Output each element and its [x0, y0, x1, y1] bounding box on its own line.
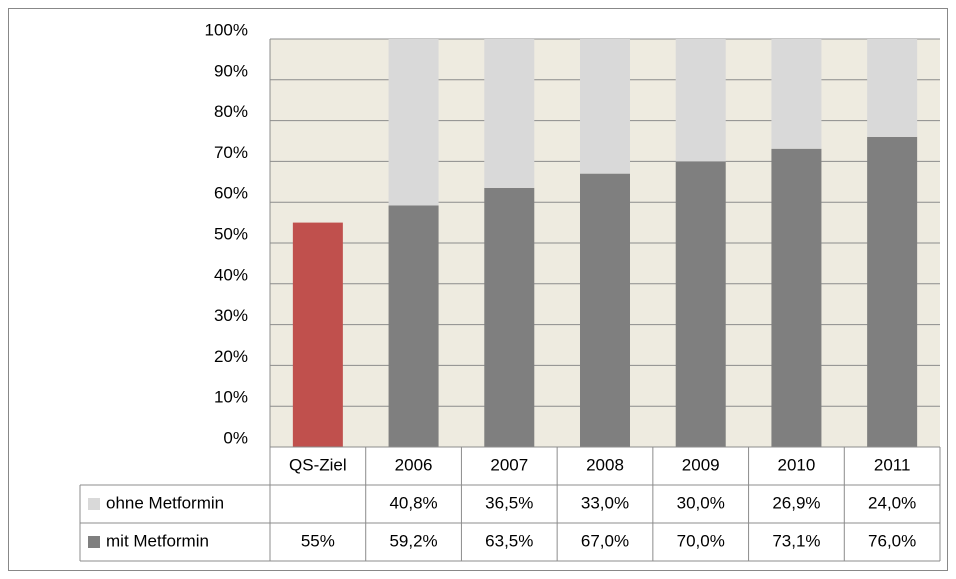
data-label: 26,9% [772, 493, 820, 512]
bar-segment [388, 39, 439, 206]
bar-segment [484, 187, 535, 448]
x-tick-label: QS-Ziel [289, 455, 347, 474]
bar-segment [388, 205, 439, 447]
data-label: 55% [301, 531, 335, 550]
x-tick-label: 2010 [778, 455, 816, 474]
data-label: 24,0% [868, 493, 916, 512]
bar-segment [675, 161, 726, 447]
y-tick-label: 0% [223, 428, 248, 447]
data-label: 63,5% [485, 531, 533, 550]
y-tick-label: 10% [214, 388, 248, 407]
y-tick-label: 70% [214, 143, 248, 162]
data-label: 70,0% [677, 531, 725, 550]
data-label: 67,0% [581, 531, 629, 550]
legend-swatch [88, 536, 100, 548]
data-label: 73,1% [772, 531, 820, 550]
bar-segment [484, 39, 535, 188]
y-tick-label: 80% [214, 102, 248, 121]
y-tick-label: 100% [205, 20, 248, 39]
y-tick-label: 40% [214, 265, 248, 284]
bar-segment [292, 222, 343, 447]
legend-label: mit Metformin [106, 531, 209, 550]
data-label: 36,5% [485, 493, 533, 512]
bar-segment [580, 173, 630, 447]
data-label: 30,0% [677, 493, 725, 512]
bar-segment [580, 39, 630, 174]
legend-swatch [88, 498, 100, 510]
x-tick-label: 2006 [395, 455, 433, 474]
legend-label: ohne Metformin [106, 493, 224, 512]
bar-segment [771, 39, 822, 149]
bar-segment [675, 39, 726, 162]
y-tick-label: 90% [214, 61, 248, 80]
data-label: 76,0% [868, 531, 916, 550]
bar-segment [867, 136, 918, 448]
data-label: 33,0% [581, 493, 629, 512]
data-label: 40,8% [389, 493, 437, 512]
y-tick-label: 50% [214, 224, 248, 243]
chart-border [8, 8, 948, 571]
y-tick-label: 20% [214, 347, 248, 366]
bar-segment [771, 148, 822, 447]
bar-segment [867, 39, 918, 137]
data-label: 59,2% [389, 531, 437, 550]
x-tick-label: 2007 [490, 455, 528, 474]
x-tick-label: 2011 [874, 455, 911, 474]
x-tick-label: 2008 [586, 455, 624, 474]
y-tick-label: 30% [214, 306, 248, 325]
x-tick-label: 2009 [682, 455, 720, 474]
y-tick-label: 60% [214, 184, 248, 203]
